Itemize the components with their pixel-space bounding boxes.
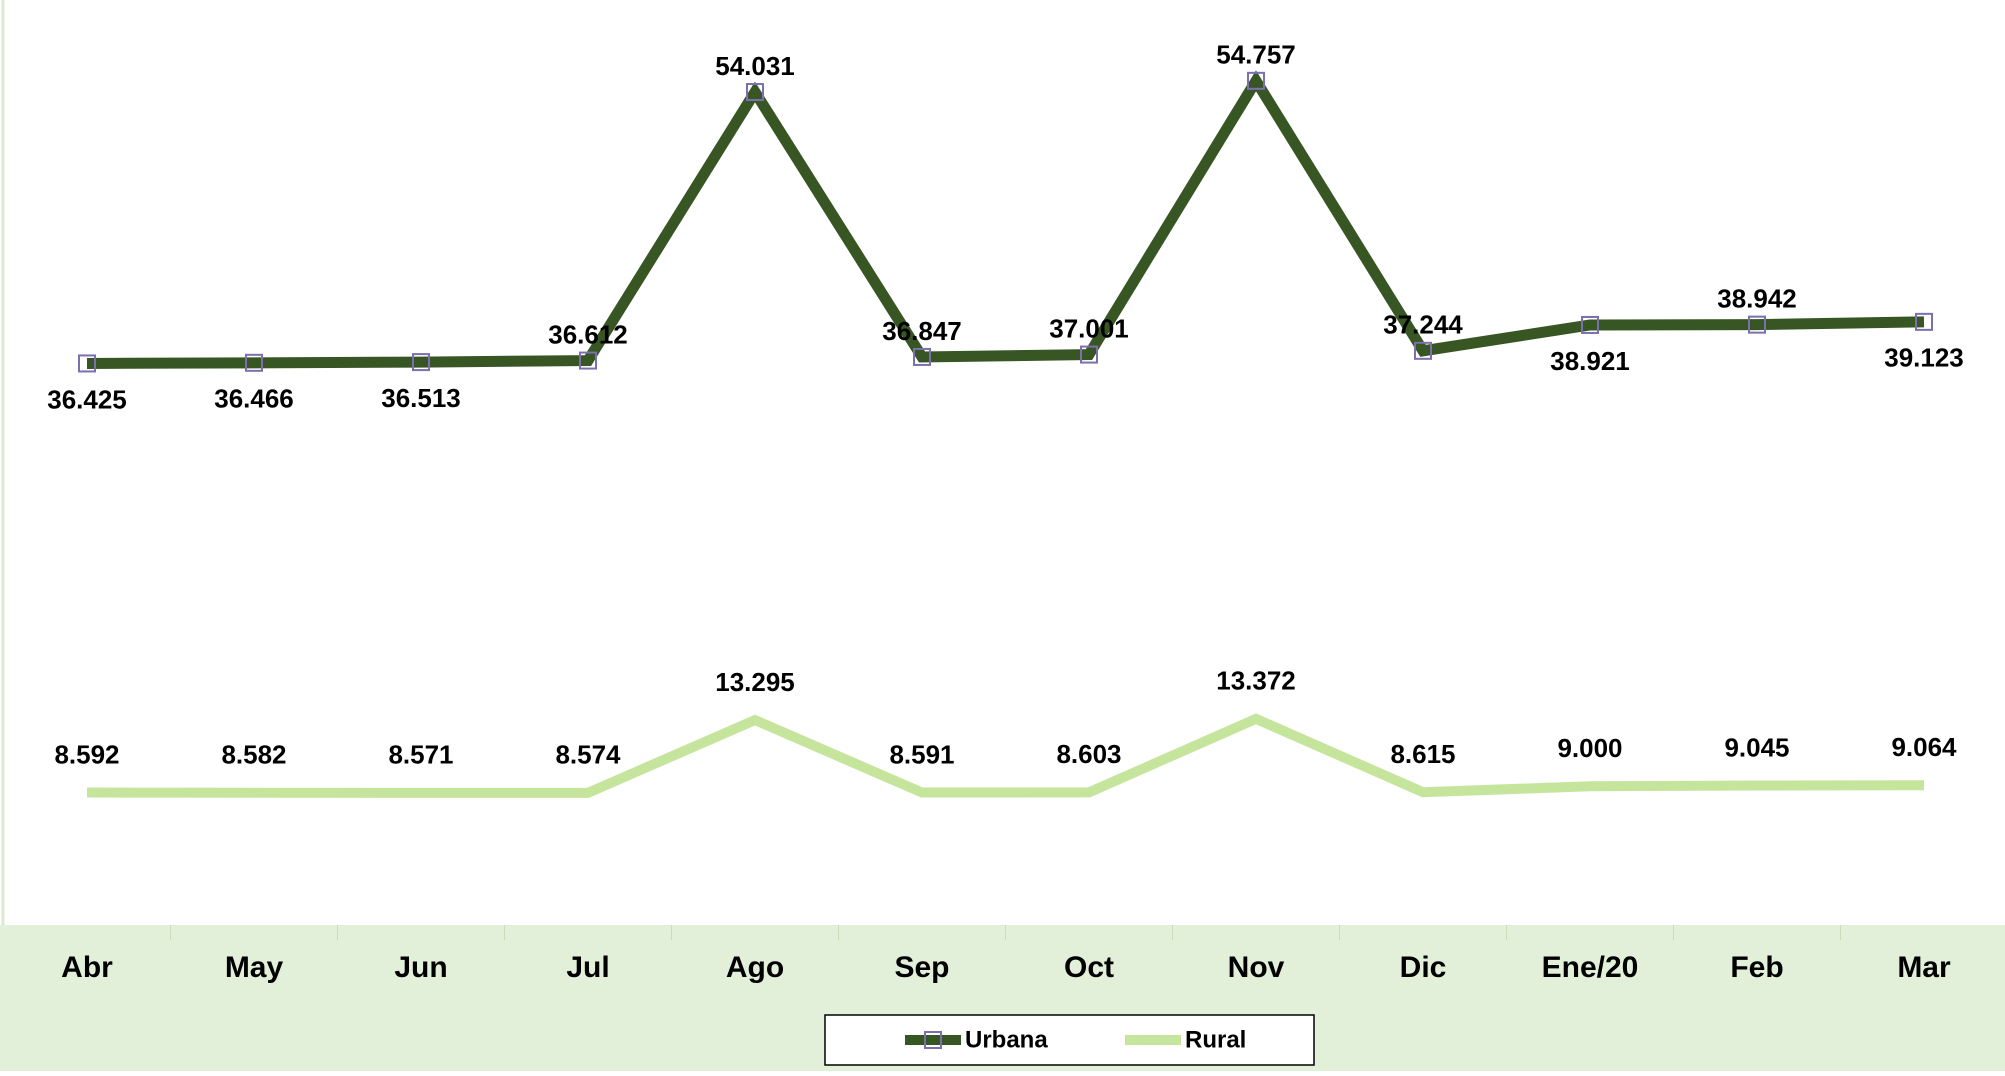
series-line bbox=[86, 70, 1925, 369]
legend-label: Rural bbox=[1185, 1026, 1246, 1053]
x-tick-label: Ago bbox=[726, 951, 784, 984]
data-label: 54.031 bbox=[715, 51, 795, 81]
x-tick-label: Feb bbox=[1730, 951, 1783, 984]
data-label: 8.592 bbox=[54, 739, 119, 769]
data-label: 37.244 bbox=[1383, 310, 1463, 340]
marker bbox=[78, 354, 96, 373]
legend-label: Urbana bbox=[965, 1026, 1048, 1053]
marker bbox=[412, 353, 430, 372]
marker bbox=[1247, 71, 1265, 90]
x-tick-label: Mar bbox=[1897, 951, 1951, 984]
data-label: 9.064 bbox=[1891, 732, 1957, 762]
x-tick-label: May bbox=[225, 951, 284, 984]
data-label: 37.001 bbox=[1049, 313, 1129, 343]
marker bbox=[245, 353, 263, 372]
data-label: 8.574 bbox=[555, 740, 621, 770]
x-tick-label: Jun bbox=[394, 951, 447, 984]
data-label: 8.571 bbox=[388, 740, 453, 770]
marker bbox=[913, 347, 931, 366]
data-label: 8.591 bbox=[889, 739, 954, 769]
marker bbox=[1748, 315, 1766, 334]
data-label: 13.295 bbox=[715, 667, 795, 697]
data-label: 8.615 bbox=[1390, 739, 1455, 769]
data-label: 36.425 bbox=[47, 384, 127, 414]
data-label: 38.942 bbox=[1717, 284, 1797, 314]
data-label: 8.603 bbox=[1056, 739, 1121, 769]
data-label: 8.582 bbox=[221, 740, 286, 770]
data-label: 54.757 bbox=[1216, 40, 1296, 70]
x-tick-label: Sep bbox=[894, 951, 949, 984]
x-tick-label: Oct bbox=[1064, 951, 1114, 984]
x-tick-label: Dic bbox=[1400, 951, 1447, 984]
marker bbox=[1080, 345, 1098, 364]
marker bbox=[1414, 341, 1432, 360]
x-tick-label: Abr bbox=[61, 951, 113, 984]
data-label: 9.045 bbox=[1724, 732, 1789, 762]
data-label: 38.921 bbox=[1550, 346, 1630, 376]
data-label: 36.466 bbox=[214, 384, 294, 414]
marker bbox=[1915, 312, 1933, 331]
marker bbox=[746, 83, 764, 102]
marker bbox=[579, 351, 597, 370]
data-label: 9.000 bbox=[1557, 733, 1622, 763]
data-label: 13.372 bbox=[1216, 666, 1296, 696]
x-tick-label: Jul bbox=[566, 951, 609, 984]
x-tick-label: Nov bbox=[1228, 951, 1285, 984]
data-label: 36.847 bbox=[882, 316, 962, 346]
marker bbox=[1581, 315, 1599, 334]
series-line bbox=[86, 713, 1925, 798]
data-label: 39.123 bbox=[1884, 343, 1964, 373]
legend-marker bbox=[924, 1031, 942, 1049]
data-label: 36.612 bbox=[548, 319, 628, 349]
data-label: 36.513 bbox=[381, 383, 461, 413]
x-tick-label: Ene/20 bbox=[1542, 951, 1639, 984]
